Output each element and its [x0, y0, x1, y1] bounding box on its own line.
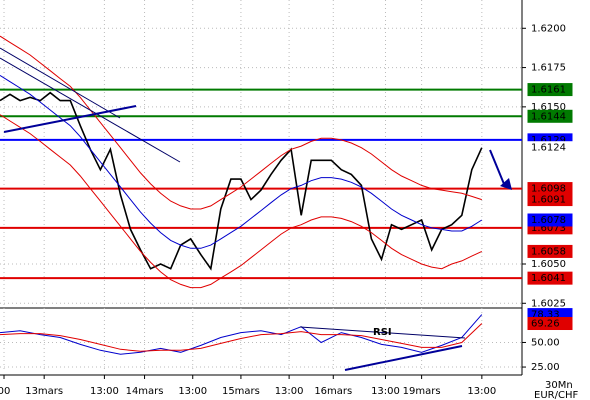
series-line: [0, 314, 483, 355]
x-tick-label: 14mars: [126, 386, 164, 397]
series-line: [0, 74, 483, 249]
value-tag-label: 1.6161: [531, 85, 566, 96]
value-tag-label: 1.6058: [531, 246, 566, 257]
y-tick-label: 1.6200: [531, 23, 566, 34]
x-tick-label: 13:00: [371, 386, 400, 397]
value-tag: [527, 141, 573, 155]
value-tag: [527, 213, 573, 227]
trend-line: [299, 326, 466, 339]
y-tick-label: 1.6150: [531, 102, 566, 113]
y-tick-label: 1.6175: [531, 63, 566, 74]
series-line: [0, 323, 483, 352]
value-tag-label: 1.6124: [531, 143, 566, 154]
value-tag-label: 69.26: [531, 319, 560, 330]
value-tag-label: 1.6073: [531, 223, 566, 234]
x-tick-label: 13:00: [90, 386, 119, 397]
series-line: [0, 35, 482, 210]
y-tick-label: 1.6025: [531, 298, 566, 309]
value-tag-label: 1.6041: [531, 273, 566, 284]
value-tag: [527, 109, 573, 123]
trend-line: [344, 345, 463, 371]
value-tag-label: 78.33: [531, 310, 560, 321]
timeframe: 30Mn: [545, 380, 573, 391]
value-tag: [527, 193, 573, 207]
arrow-head: [500, 178, 512, 190]
value-tag: [527, 271, 573, 285]
value-tag-label: 1.6091: [531, 195, 566, 206]
indicator-label: RSI: [373, 327, 392, 338]
x-tick-label: 13:00: [178, 386, 207, 397]
value-tag-label: 1.6129: [531, 135, 566, 146]
x-tick-label: 13:00: [467, 386, 496, 397]
channel-line: [0, 57, 181, 163]
arrow-shaft: [489, 149, 505, 185]
channel-line: [0, 47, 121, 119]
y-tick-label: 1.6050: [531, 259, 566, 270]
symbol: EUR/CHF: [534, 390, 578, 400]
value-tag: [527, 317, 573, 331]
x-tick-label: 13mars: [25, 386, 63, 397]
x-tick-label: 19mars: [403, 386, 441, 397]
x-tick-label: 15mars: [222, 386, 260, 397]
plot-area: [0, 0, 522, 370]
trend-line: [3, 105, 137, 133]
value-tag-label: 1.6098: [531, 184, 566, 195]
value-tag: [527, 244, 573, 258]
x-tick-label: 13:00: [275, 386, 304, 397]
y-tick-label: 50.00: [531, 337, 560, 348]
value-tag-label: 1.6078: [531, 215, 566, 226]
series-line: [0, 91, 483, 271]
value-tag: [527, 83, 573, 97]
series-line: [0, 114, 483, 289]
y-tick-label: 25.00: [531, 362, 560, 373]
x-tick-label: 00: [0, 386, 10, 397]
x-tick-label: 16mars: [314, 386, 352, 397]
value-tag-label: 1.6144: [531, 111, 566, 122]
